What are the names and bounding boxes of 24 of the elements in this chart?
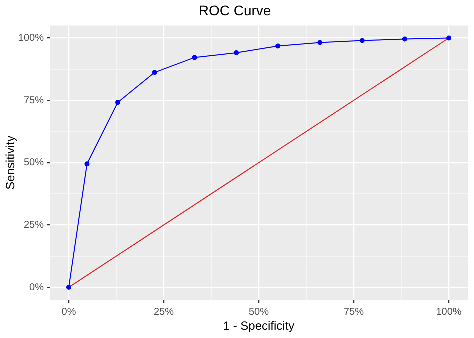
y-tick-label: 50% [24, 158, 44, 169]
point [152, 70, 158, 76]
x-tick-label: 25% [154, 306, 174, 318]
point [360, 38, 365, 44]
point [192, 55, 198, 60]
point [402, 36, 408, 42]
point [318, 40, 323, 46]
point [234, 50, 240, 56]
y-axis-title: Sensitivity [4, 136, 18, 190]
x-tick-label: 0% [62, 306, 76, 318]
point [84, 162, 90, 167]
x-tick-label: 75% [344, 306, 364, 318]
y-tick-label: 25% [24, 220, 44, 231]
y-tick-label: 0% [30, 282, 44, 294]
y-tick-label: 75% [24, 95, 44, 106]
y-tick-label: 100% [18, 33, 44, 44]
x-axis-title: 1 - Specificity [223, 319, 295, 334]
x-tick-label: 100% [436, 306, 462, 318]
chart-title: ROC Curve [198, 2, 272, 18]
point [276, 44, 280, 49]
point [116, 100, 121, 106]
x-tick-label: 50% [248, 306, 270, 318]
point [66, 285, 72, 290]
point [446, 36, 452, 41]
